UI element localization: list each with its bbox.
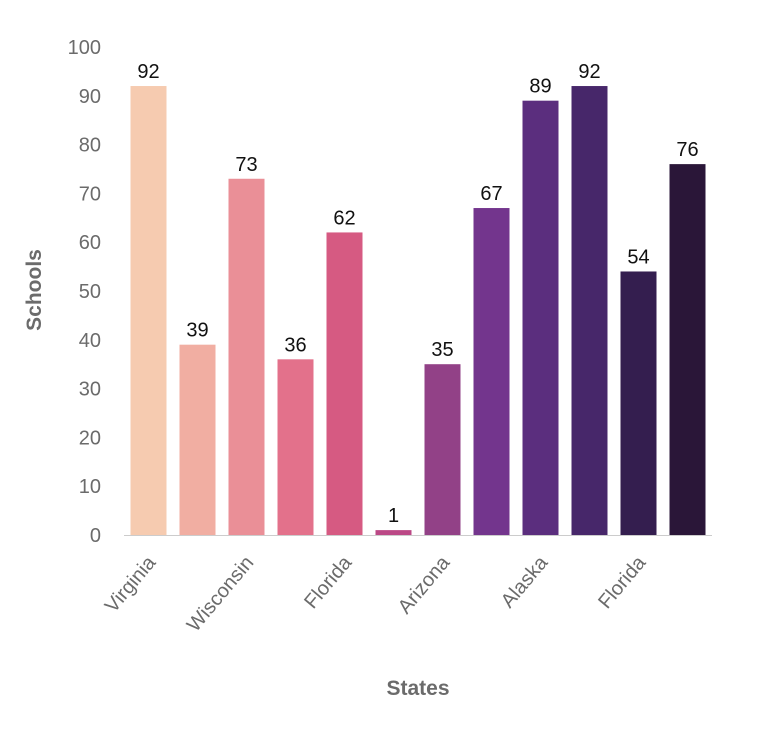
bar-value-label: 36 (284, 334, 306, 356)
bar (326, 232, 363, 535)
x-axis-title: States (386, 677, 449, 700)
x-tick-label: Alaska (497, 551, 553, 612)
bar (669, 164, 706, 535)
y-axis-title: Schools (23, 249, 46, 331)
bar-value-label: 73 (235, 154, 257, 176)
bar (130, 86, 167, 535)
bar-value-label: 92 (578, 61, 600, 83)
y-tick-label: 20 (79, 427, 101, 449)
bar (424, 364, 461, 535)
bar-value-label: 39 (186, 320, 208, 342)
bar-value-label: 89 (529, 76, 551, 98)
y-tick-label: 50 (79, 281, 101, 303)
x-tick-label: Virginia (101, 551, 161, 617)
y-tick-label: 100 (68, 37, 101, 59)
bar-value-label: 1 (388, 505, 399, 527)
y-tick-label: 10 (79, 476, 101, 498)
y-tick-label: 80 (79, 135, 101, 157)
bar (620, 271, 657, 535)
bar (179, 344, 216, 535)
bar-value-label: 35 (431, 339, 453, 361)
y-tick-label: 60 (79, 232, 101, 254)
y-tick-label: 0 (90, 525, 101, 547)
y-tick-label: 90 (79, 86, 101, 108)
bar (228, 178, 265, 535)
data-labels: 92 39 73 36 62 1 35 67 89 92 54 76 (137, 61, 698, 527)
bar (571, 86, 608, 535)
x-axis-ticks: Virginia Wisconsin Florida Arizona Alaska Flo… (101, 551, 651, 636)
y-axis-ticks: 0 10 20 30 40 50 60 70 80 90 100 (68, 37, 101, 547)
y-tick-label: 30 (79, 379, 101, 401)
x-tick-label: Wisconsin (183, 552, 258, 636)
bar (522, 100, 559, 536)
bar (277, 359, 314, 535)
x-tick-label: Arizona (394, 551, 455, 618)
y-tick-label: 40 (79, 330, 101, 352)
bar-value-label: 62 (333, 207, 355, 229)
bar-value-label: 54 (627, 246, 649, 268)
bar-value-label: 76 (676, 139, 698, 161)
x-tick-label: Florida (300, 551, 357, 613)
bars (130, 86, 706, 536)
bar-value-label: 92 (137, 61, 159, 83)
x-tick-label: Florida (594, 551, 651, 613)
bar-value-label: 67 (480, 183, 502, 205)
y-tick-label: 70 (79, 183, 101, 205)
bar (473, 208, 510, 536)
bar (375, 530, 412, 535)
